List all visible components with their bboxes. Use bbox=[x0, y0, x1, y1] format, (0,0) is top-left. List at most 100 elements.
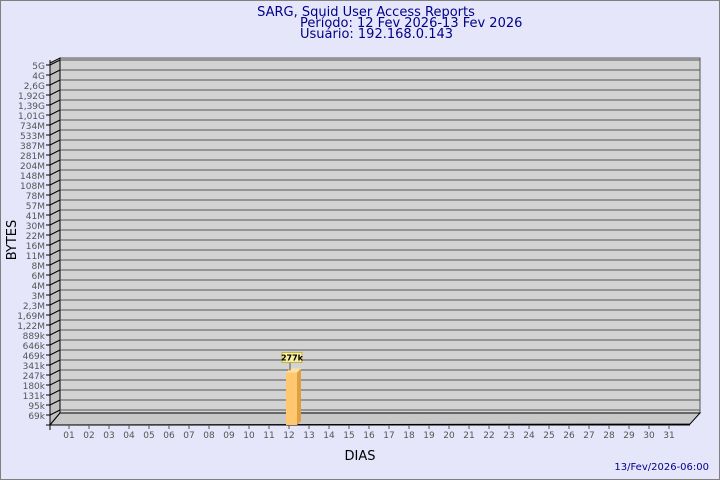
y-tick-label: 1,39G bbox=[18, 102, 45, 112]
x-tick-label: 03 bbox=[103, 431, 114, 441]
y-tick-label: 1,01G bbox=[18, 112, 45, 122]
y-tick-diagonal bbox=[49, 299, 61, 306]
y-tick-diagonal bbox=[49, 309, 61, 316]
data-label-box bbox=[281, 351, 303, 363]
y-tick-diagonal bbox=[49, 69, 61, 76]
y-tick-label: 8M bbox=[32, 262, 46, 272]
x-tick-label: 06 bbox=[163, 431, 175, 441]
y-tick-label: 341k bbox=[23, 362, 46, 372]
x-axis-label: DIAS bbox=[345, 449, 376, 464]
y-tick-diagonal bbox=[49, 389, 61, 396]
y-tick-label: 469k bbox=[23, 352, 46, 362]
y-tick-diagonal bbox=[49, 79, 61, 86]
y-tick-diagonal bbox=[49, 249, 61, 256]
y-tick-diagonal bbox=[49, 109, 61, 116]
y-tick-diagonal bbox=[49, 329, 61, 336]
y-tick-label: 41M bbox=[26, 212, 45, 222]
y-tick-label: 78M bbox=[26, 192, 45, 202]
x-tick-label: 27 bbox=[583, 431, 594, 441]
x-tick-label: 24 bbox=[523, 431, 535, 441]
y-tick-diagonal bbox=[49, 209, 61, 216]
y-tick-label: 148M bbox=[20, 172, 45, 182]
y-tick-diagonal bbox=[49, 279, 61, 286]
y-tick-label: 180k bbox=[23, 382, 46, 392]
bar bbox=[286, 372, 297, 425]
x-tick-label: 22 bbox=[483, 431, 494, 441]
y-tick-diagonal bbox=[49, 319, 61, 326]
y-tick-diagonal bbox=[49, 169, 61, 176]
y-tick-diagonal bbox=[49, 129, 61, 136]
y-tick-diagonal bbox=[49, 379, 61, 386]
y-tick-label: 4G bbox=[32, 72, 45, 82]
x-tick-label: 05 bbox=[143, 431, 154, 441]
y-tick-label: 95k bbox=[28, 402, 45, 412]
y-tick-label: 2,6G bbox=[24, 82, 45, 92]
y-tick-diagonal bbox=[49, 139, 61, 146]
y-tick-diagonal bbox=[49, 409, 61, 416]
y-tick-label: 22M bbox=[26, 232, 45, 242]
y-tick-diagonal bbox=[49, 199, 61, 206]
y-tick-label: 387M bbox=[20, 142, 45, 152]
y-tick-label: 204M bbox=[20, 162, 45, 172]
x-tick-label: 21 bbox=[463, 431, 474, 441]
y-tick-diagonal bbox=[49, 259, 61, 266]
y-tick-label: 16M bbox=[26, 242, 45, 252]
x-tick-label: 31 bbox=[663, 431, 674, 441]
y-tick-label: 11M bbox=[26, 252, 45, 262]
x-tick-label: 04 bbox=[123, 431, 135, 441]
x-tick-label: 23 bbox=[503, 431, 514, 441]
y-tick-label: 5G bbox=[32, 62, 45, 72]
data-label: 277k bbox=[281, 353, 304, 362]
chart-period: Período: 12 Fev 2026-13 Fev 2026 bbox=[300, 16, 522, 31]
y-tick-diagonal bbox=[49, 99, 61, 106]
y-tick-label: 1,69M bbox=[17, 312, 45, 322]
x-tick-label: 17 bbox=[383, 431, 394, 441]
x-tick-label: 28 bbox=[603, 431, 615, 441]
y-tick-label: 6M bbox=[32, 272, 46, 282]
y-tick-label: 57M bbox=[26, 202, 45, 212]
x-tick-label: 11 bbox=[263, 431, 274, 441]
y-tick-diagonal bbox=[49, 149, 61, 156]
y-tick-diagonal bbox=[49, 269, 61, 276]
x-tick-label: 26 bbox=[563, 431, 575, 441]
y-tick-label: 281M bbox=[20, 152, 45, 162]
y-tick-diagonal bbox=[49, 339, 61, 346]
x-tick-label: 30 bbox=[643, 431, 655, 441]
x-tick-label: 16 bbox=[363, 431, 375, 441]
y-tick-diagonal bbox=[49, 289, 61, 296]
y-tick-label: 30M bbox=[26, 222, 45, 232]
x-tick-label: 29 bbox=[623, 431, 635, 441]
y-tick-diagonal bbox=[49, 59, 61, 66]
bar-side bbox=[297, 368, 301, 425]
y-tick-label: 69k bbox=[28, 412, 45, 422]
x-tick-label: 01 bbox=[63, 431, 74, 441]
chart-user: Usuário: 192.168.0.143 bbox=[300, 27, 453, 42]
x-tick-label: 09 bbox=[223, 431, 235, 441]
x-tick-label: 08 bbox=[203, 431, 215, 441]
y-tick-label: 646k bbox=[23, 342, 46, 352]
y-tick-diagonal bbox=[49, 189, 61, 196]
x-tick-label: 18 bbox=[403, 431, 415, 441]
y-tick-label: 2,3M bbox=[23, 302, 45, 312]
y-tick-diagonal bbox=[49, 159, 61, 166]
y-tick-diagonal bbox=[49, 229, 61, 236]
y-tick-diagonal bbox=[49, 89, 61, 96]
y-tick-label: 734M bbox=[20, 122, 45, 132]
x-tick-label: 19 bbox=[423, 431, 435, 441]
x-tick-label: 07 bbox=[183, 431, 194, 441]
x-tick-label: 10 bbox=[243, 431, 255, 441]
x-tick-label: 25 bbox=[543, 431, 554, 441]
y-tick-label: 889k bbox=[23, 332, 46, 342]
y-tick-diagonal bbox=[49, 119, 61, 126]
x-tick-label: 14 bbox=[323, 431, 335, 441]
y-tick-diagonal bbox=[49, 219, 61, 226]
y-tick-diagonal bbox=[49, 179, 61, 186]
y-tick-label: 3M bbox=[32, 292, 46, 302]
x-tick-label: 15 bbox=[343, 431, 354, 441]
y-tick-label: 131k bbox=[23, 392, 46, 402]
x-tick-label: 12 bbox=[283, 431, 294, 441]
y-tick-label: 533M bbox=[20, 132, 45, 142]
y-tick-label: 108M bbox=[20, 182, 45, 192]
y-tick-label: 1,92G bbox=[18, 92, 45, 102]
